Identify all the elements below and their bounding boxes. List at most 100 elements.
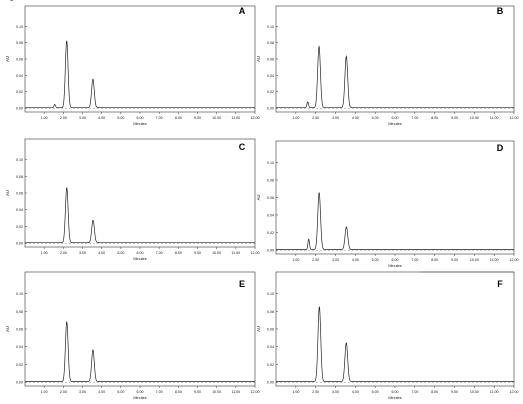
x-tick-label: 11.00 <box>490 258 499 262</box>
x-tick-label: 12.00 <box>510 258 519 262</box>
panel-label: A <box>239 6 246 16</box>
x-tick-label: 10.00 <box>470 116 479 120</box>
y-tick-label: 0.08 <box>16 310 23 314</box>
x-tick-label: 10.00 <box>212 390 221 394</box>
y-tick-label: 0.02 <box>267 363 274 367</box>
y-tick-label: 0.02 <box>16 90 23 94</box>
plot-frame <box>275 5 515 113</box>
y-tick-label: 0.10 <box>267 25 274 29</box>
x-tick-label: 1.00 <box>41 251 48 255</box>
y-tick-label: 0.00 <box>267 107 274 111</box>
x-tick-label: 4.00 <box>98 116 105 120</box>
chromatogram-panel-a: 0.00 0.02 0.04 0.06 0.08 0.10 1.00 2.00 3.00 4.00… <box>0 0 260 126</box>
y-tick-label: 0.08 <box>267 179 274 183</box>
chromatogram-trace <box>25 40 255 109</box>
peak-label: Glucagene - 2.176 <box>0 0 34 1</box>
x-tick-label: 7.00 <box>156 116 163 120</box>
x-tick-label: 12.00 <box>251 390 260 394</box>
x-tick-label: 1.00 <box>292 258 299 262</box>
x-tick-label: 10.00 <box>470 258 479 262</box>
y-tick-label: 0.06 <box>16 328 23 332</box>
x-tick-label: 12.00 <box>251 116 260 120</box>
x-tick-label: 2.00 <box>312 116 319 120</box>
peak-label: Fibrostatin - 3.550 <box>0 0 33 1</box>
plot-frame <box>275 271 515 387</box>
x-axis-title: Minutes <box>133 396 146 400</box>
y-tick-label: 0.02 <box>16 225 23 229</box>
x-tick-label: 12.00 <box>510 116 519 120</box>
y-axis-title: AU <box>256 195 261 201</box>
plot-frame <box>275 140 515 255</box>
x-tick-label: 10.00 <box>470 390 479 394</box>
x-tick-label: 4.00 <box>352 258 359 262</box>
y-tick-label: 0.04 <box>16 208 23 212</box>
y-tick-label: 0.06 <box>267 196 274 200</box>
x-tick-label: 3.00 <box>79 251 86 255</box>
panel-label: D <box>497 143 504 153</box>
peak-label: Fibrostatin - 3.550 <box>0 0 33 1</box>
x-tick-label: 11.00 <box>490 390 499 394</box>
x-tick-label: 2.00 <box>60 390 67 394</box>
x-tick-label: 1.00 <box>292 390 299 394</box>
x-tick-label: 6.00 <box>137 116 144 120</box>
x-tick-label: 10.00 <box>212 251 221 255</box>
panel-label: B <box>497 6 504 16</box>
x-tick-label: 5.00 <box>372 116 379 120</box>
x-tick-label: 9.00 <box>194 251 201 255</box>
peak-label: Glucagene - 2.179 <box>0 0 34 1</box>
x-tick-label: 9.00 <box>451 390 458 394</box>
x-tick-label: 7.00 <box>156 390 163 394</box>
x-axis-title: Minutes <box>388 122 401 126</box>
y-tick-label: 0.10 <box>16 158 23 162</box>
x-tick-label: 8.00 <box>175 390 182 394</box>
x-tick-label: 4.00 <box>98 390 105 394</box>
x-tick-label: 3.00 <box>332 116 339 120</box>
x-tick-label: 2.00 <box>60 116 67 120</box>
x-tick-label: 3.00 <box>332 258 339 262</box>
panel-label: F <box>497 279 503 289</box>
y-axis-title: AU <box>5 190 10 196</box>
y-axis-title: AU <box>256 56 261 62</box>
y-axis-title: AU <box>5 326 10 332</box>
y-tick-label: 0.08 <box>16 41 23 45</box>
y-tick-label: 0.00 <box>267 381 274 385</box>
panel-label: C <box>239 142 246 152</box>
y-tick-label: 0.04 <box>267 214 274 218</box>
chromatogram-panel-b: 0.00 0.02 0.04 0.06 0.08 0.10 1.00 2.00 3.00 4.00… <box>0 0 519 126</box>
chromatogram-panel-e: 0.00 0.02 0.04 0.06 0.08 0.10 1.00 2.00 3.00 4.00… <box>0 0 260 400</box>
y-tick-label: 0.06 <box>16 192 23 196</box>
y-tick-label: 0.00 <box>267 249 274 253</box>
y-tick-label: 0.04 <box>16 345 23 349</box>
x-axis-title: Minutes <box>388 264 401 268</box>
y-tick-label: 0.00 <box>16 381 23 385</box>
x-tick-label: 7.00 <box>411 116 418 120</box>
x-tick-label: 6.00 <box>137 390 144 394</box>
y-tick-label: 0.08 <box>267 41 274 45</box>
x-tick-label: 5.00 <box>117 251 124 255</box>
x-tick-label: 12.00 <box>251 251 260 255</box>
y-tick-label: 0.04 <box>16 74 23 78</box>
peak-label: Fibrostatin - 3.545 <box>0 0 33 1</box>
x-tick-label: 11.00 <box>231 390 240 394</box>
chromatogram-trace <box>25 321 255 382</box>
x-tick-label: 4.00 <box>352 390 359 394</box>
chromatogram-trace <box>276 191 514 250</box>
y-axis-title: AU <box>256 326 261 332</box>
peak-label: Glucagene - 2.186 <box>0 0 34 1</box>
x-tick-label: 6.00 <box>392 258 399 262</box>
x-axis-title: Minutes <box>133 257 146 261</box>
y-tick-label: 0.00 <box>16 107 23 111</box>
y-tick-label: 0.06 <box>16 58 23 62</box>
x-tick-label: 1.00 <box>292 116 299 120</box>
x-tick-label: 4.00 <box>352 116 359 120</box>
chromatogram-panel-c: 0.00 0.02 0.04 0.06 0.08 0.10 1.00 2.00 3.00 4.00… <box>0 0 260 261</box>
y-tick-label: 0.06 <box>267 58 274 62</box>
x-tick-label: 6.00 <box>392 116 399 120</box>
plot-frame <box>24 5 256 113</box>
y-tick-label: 0.02 <box>267 231 274 235</box>
x-tick-label: 3.00 <box>79 390 86 394</box>
x-tick-label: 5.00 <box>372 258 379 262</box>
x-axis-title: Minutes <box>388 396 401 400</box>
y-axis-title: AU <box>5 56 10 62</box>
